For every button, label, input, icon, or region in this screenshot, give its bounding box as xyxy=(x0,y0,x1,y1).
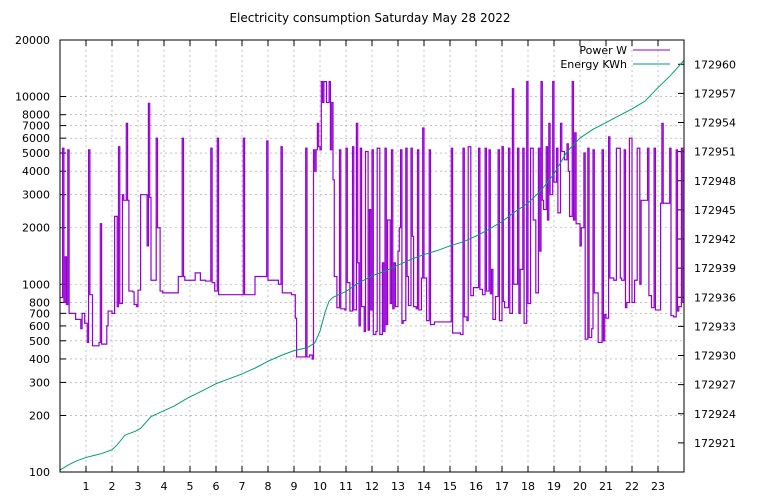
energy-line xyxy=(59,60,685,471)
y2-tick-label: 172945 xyxy=(694,204,736,217)
legend-label-energy: Energy KWh xyxy=(560,58,627,71)
legend-label-power: Power W xyxy=(579,44,627,57)
x-tick-label: 5 xyxy=(187,480,194,493)
y-tick-label: 4000 xyxy=(22,165,50,178)
y2-tick-label: 172930 xyxy=(694,350,736,363)
y-tick-label: 10000 xyxy=(15,91,50,104)
x-tick-label: 21 xyxy=(599,480,613,493)
y2-tick-label: 172936 xyxy=(694,291,736,304)
x-tick-label: 18 xyxy=(521,480,535,493)
x-tick-label: 20 xyxy=(573,480,587,493)
x-tick-label: 6 xyxy=(213,480,220,493)
x-tick-label: 15 xyxy=(443,480,457,493)
energy-series-group xyxy=(59,60,685,471)
y2-tick-label: 172924 xyxy=(694,408,736,421)
y-tick-label: 3000 xyxy=(22,189,50,202)
x-tick-label: 4 xyxy=(161,480,168,493)
x-tick-label: 16 xyxy=(469,480,483,493)
y-tick-label: 400 xyxy=(29,353,50,366)
x-tick-label: 8 xyxy=(265,480,272,493)
y2-tick-label: 172921 xyxy=(694,437,736,450)
y-tick-label: 2000 xyxy=(22,222,50,235)
y2-tick-label: 172948 xyxy=(694,175,736,188)
y2-tick-label: 172939 xyxy=(694,262,736,275)
y-tick-label: 700 xyxy=(29,307,50,320)
axis-ticks: 1 2 3 4 5 6 7 8 9 10 11 12 13 14 15 16 17 18 19 20 21 22 23100… xyxy=(15,34,736,493)
y2-tick-label: 172927 xyxy=(694,379,736,392)
y-tick-label: 500 xyxy=(29,335,50,348)
x-tick-label: 23 xyxy=(651,480,665,493)
x-tick-label: 11 xyxy=(339,480,353,493)
plot-frame xyxy=(59,39,685,473)
y2-tick-label: 172951 xyxy=(694,146,736,159)
y-tick-label: 20000 xyxy=(15,34,50,47)
y2-tick-label: 172954 xyxy=(694,117,736,130)
power-line xyxy=(60,81,684,360)
x-tick-label: 17 xyxy=(495,480,509,493)
y-tick-label: 6000 xyxy=(22,132,50,145)
y-tick-label: 8000 xyxy=(22,109,50,122)
x-tick-label: 1 xyxy=(83,480,90,493)
x-tick-label: 14 xyxy=(417,480,431,493)
x-tick-label: 19 xyxy=(547,480,561,493)
x-tick-label: 12 xyxy=(365,480,379,493)
x-tick-label: 9 xyxy=(291,480,298,493)
y-tick-label: 200 xyxy=(29,409,50,422)
y-tick-label: 800 xyxy=(29,296,50,309)
x-tick-label: 13 xyxy=(391,480,405,493)
chart-title: Electricity consumption Saturday May 28 … xyxy=(229,11,510,25)
y-tick-label: 1000 xyxy=(22,278,50,291)
y-tick-label: 300 xyxy=(29,376,50,389)
y-tick-label: 7000 xyxy=(22,120,50,133)
x-tick-label: 7 xyxy=(239,480,246,493)
power-series-group xyxy=(60,81,684,360)
y-tick-label: 100 xyxy=(29,466,50,479)
y2-tick-label: 172960 xyxy=(694,58,736,71)
y2-tick-label: 172957 xyxy=(694,87,736,100)
x-tick-label: 22 xyxy=(625,480,639,493)
legend: Power W Energy KWh xyxy=(560,44,670,71)
y2-tick-label: 172933 xyxy=(694,320,736,333)
y-tick-label: 600 xyxy=(29,320,50,333)
x-tick-label: 10 xyxy=(313,480,327,493)
y2-tick-label: 172942 xyxy=(694,233,736,246)
x-tick-label: 3 xyxy=(135,480,142,493)
y-tick-label: 5000 xyxy=(22,147,50,160)
x-tick-label: 2 xyxy=(109,480,116,493)
